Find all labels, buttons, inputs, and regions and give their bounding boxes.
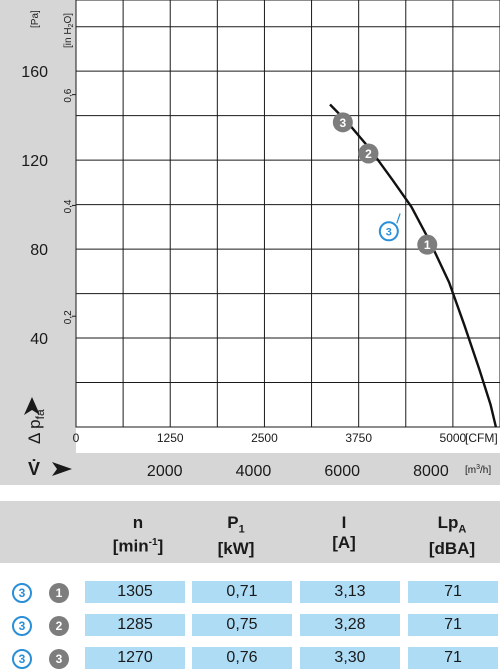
x-axis-arrow-icon xyxy=(52,462,72,476)
operating-point-label: 2 xyxy=(365,147,372,161)
cell-lpa: 71 xyxy=(408,614,498,636)
operating-point-marker xyxy=(358,143,379,164)
cell-p1: 0,76 xyxy=(192,647,292,669)
header-lpa-label: LpA xyxy=(437,513,467,536)
y-axis-title-text: Δ pfa xyxy=(25,409,47,444)
operating-point-label: 3 xyxy=(339,116,346,130)
point-marker-icon: 3 xyxy=(49,649,69,669)
y-tick-inh2o: 0,2 xyxy=(63,310,74,324)
cell-i: 3,30 xyxy=(300,647,400,669)
point-marker-icon: 2 xyxy=(49,616,69,636)
header-lpa: LpA [dBA] xyxy=(406,513,498,559)
header-i-unit: [A] xyxy=(332,533,356,552)
axis-ticks: 160 120 80 40 0,6 0,4 0,2 0 1250 2500 3750 5000 2000… xyxy=(21,64,466,480)
operating-point-marker xyxy=(332,112,353,133)
header-i: I [A] xyxy=(298,513,390,553)
header-p1-label: P1 xyxy=(227,513,245,536)
x-tick-cfm: 2500 xyxy=(251,431,278,445)
cell-n: 1305 xyxy=(85,581,185,603)
curve-label-text: 3 xyxy=(386,226,392,238)
y-tick-inh2o: 0,4 xyxy=(63,199,74,213)
cell-p1: 0,75 xyxy=(192,614,292,636)
cell-i: 3,13 xyxy=(300,581,400,603)
cell-i: 3,28 xyxy=(300,614,400,636)
x-tick-m3h: 8000 xyxy=(413,463,449,480)
header-lpa-unit: [dBA] xyxy=(428,539,476,559)
plot-area xyxy=(75,0,500,428)
x-tick-m3h: 2000 xyxy=(147,463,183,480)
header-i-label: I xyxy=(341,513,347,532)
cell-lpa: 71 xyxy=(408,581,498,603)
y-unit-inh2o: [in H2O] xyxy=(63,13,75,48)
x-tick-cfm: 5000 xyxy=(440,431,467,445)
m3h-axis-band xyxy=(0,453,500,485)
cell-p1: 0,71 xyxy=(192,581,292,603)
m3h-unit: [m3/h] xyxy=(465,464,491,476)
x-tick-cfm: 1250 xyxy=(157,431,184,445)
table-row: 3 3 1270 0,76 3,30 71 xyxy=(0,645,500,671)
y-tick-pa: 120 xyxy=(21,153,48,170)
cell-n: 1285 xyxy=(85,614,185,636)
y-tick-pa: 80 xyxy=(30,242,48,259)
header-p1-unit: [kW] xyxy=(217,539,255,559)
y-tick-inh2o: 0,6 xyxy=(63,88,74,102)
y-axis-title: Δ pfa xyxy=(25,409,47,444)
y-unit-pa: [Pa] xyxy=(30,10,41,28)
x-tick-m3h: 4000 xyxy=(236,463,272,480)
header-p1: P1 [kW] xyxy=(190,513,282,559)
cfm-unit: [CFM] xyxy=(465,431,498,445)
operating-points: 1 2 3 xyxy=(332,112,438,255)
curve-label-icon xyxy=(378,221,399,242)
y-tick-pa: 40 xyxy=(30,331,48,348)
x-tick-m3h: 6000 xyxy=(324,463,360,480)
table-row: 3 2 1285 0,75 3,28 71 xyxy=(0,612,500,638)
curve-marker-icon: 3 xyxy=(12,649,32,669)
y-axis-arrow-icon xyxy=(24,397,40,415)
operating-point-label: 1 xyxy=(424,238,431,252)
header-n: n [min-1] xyxy=(96,513,180,557)
fan-curve-chart: 160 120 80 40 0,6 0,4 0,2 0 1250 2500 3750 5000 2000… xyxy=(21,0,500,480)
cell-n: 1270 xyxy=(85,647,185,669)
point-marker-icon: 1 xyxy=(49,583,69,603)
curve-label-leader xyxy=(396,213,401,224)
x-tick-cfm: 3750 xyxy=(345,431,372,445)
operating-point-marker xyxy=(417,234,438,255)
chart-grid xyxy=(75,0,500,428)
table-header xyxy=(0,501,500,563)
table-row: 3 1 1305 0,71 3,13 71 xyxy=(0,579,500,605)
header-n-unit: [min-1] xyxy=(112,536,164,556)
x-tick-cfm: 0 xyxy=(73,431,80,445)
inner-y-axis-band xyxy=(57,0,76,427)
cell-lpa: 71 xyxy=(408,647,498,669)
y-tick-pa: 160 xyxy=(21,64,48,81)
curve-marker-icon: 3 xyxy=(12,616,32,636)
flow-symbol: V̇ xyxy=(28,458,40,479)
curve-marker-icon: 3 xyxy=(12,583,32,603)
header-n-label: n xyxy=(132,513,144,532)
